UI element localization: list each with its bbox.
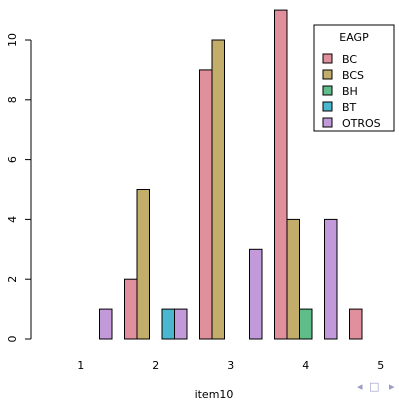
legend-swatch-bc — [322, 53, 333, 64]
legend-swatch-bt — [322, 101, 333, 112]
y-tick-label: 8 — [6, 96, 19, 103]
legend-label-otros: OTROS — [342, 117, 381, 130]
y-tick-label: 4 — [6, 216, 19, 223]
legend: EAGP BC BCS BH BT OTROS — [313, 24, 395, 132]
y-tick-label: 6 — [6, 156, 19, 163]
x-tick-label: 2 — [152, 359, 159, 372]
legend-label-bt: BT — [342, 101, 357, 114]
bars-group — [99, 9, 363, 340]
prev-arrow-icon[interactable]: ◂ — [357, 380, 363, 393]
y-tick-label: 10 — [6, 33, 19, 47]
x-tick-label: 4 — [302, 359, 309, 372]
bar-otros-1 — [99, 308, 113, 340]
legend-swatch-bh — [322, 85, 333, 96]
slide-navigation: ◂ □ ▸ — [357, 381, 399, 395]
bar-bcs-4 — [286, 218, 300, 340]
bar-bt-2 — [161, 308, 175, 340]
legend-label-bc: BC — [342, 53, 357, 66]
x-axis: 1 2 3 4 5 — [77, 359, 384, 372]
x-tick-label: 3 — [227, 359, 234, 372]
x-tick-label: 5 — [377, 359, 384, 372]
frame-icon[interactable]: □ — [369, 380, 380, 393]
y-axis: 0 2 4 6 8 10 — [6, 33, 32, 343]
bar-otros-4 — [324, 218, 338, 340]
x-tick-label: 1 — [77, 359, 84, 372]
bar-bc-2 — [124, 278, 138, 340]
bar-bh-4 — [299, 308, 313, 340]
legend-title: EAGP — [339, 31, 369, 44]
next-arrow-icon[interactable]: ▸ — [389, 380, 395, 393]
bar-bcs-2 — [136, 189, 150, 340]
legend-swatch-otros — [322, 117, 333, 128]
legend-swatch-bcs — [322, 69, 333, 80]
y-tick-label: 0 — [6, 336, 19, 343]
bar-bc-4 — [274, 9, 288, 340]
bar-bcs-3 — [211, 39, 225, 340]
bar-otros-2 — [174, 308, 188, 340]
legend-label-bcs: BCS — [342, 69, 364, 82]
y-tick-label: 2 — [6, 276, 19, 283]
bar-bc-5 — [349, 308, 363, 340]
bar-bc-3 — [199, 69, 213, 340]
legend-label-bh: BH — [342, 85, 358, 98]
bar-otros-3 — [249, 248, 263, 340]
x-axis-label: item10 — [195, 388, 234, 400]
